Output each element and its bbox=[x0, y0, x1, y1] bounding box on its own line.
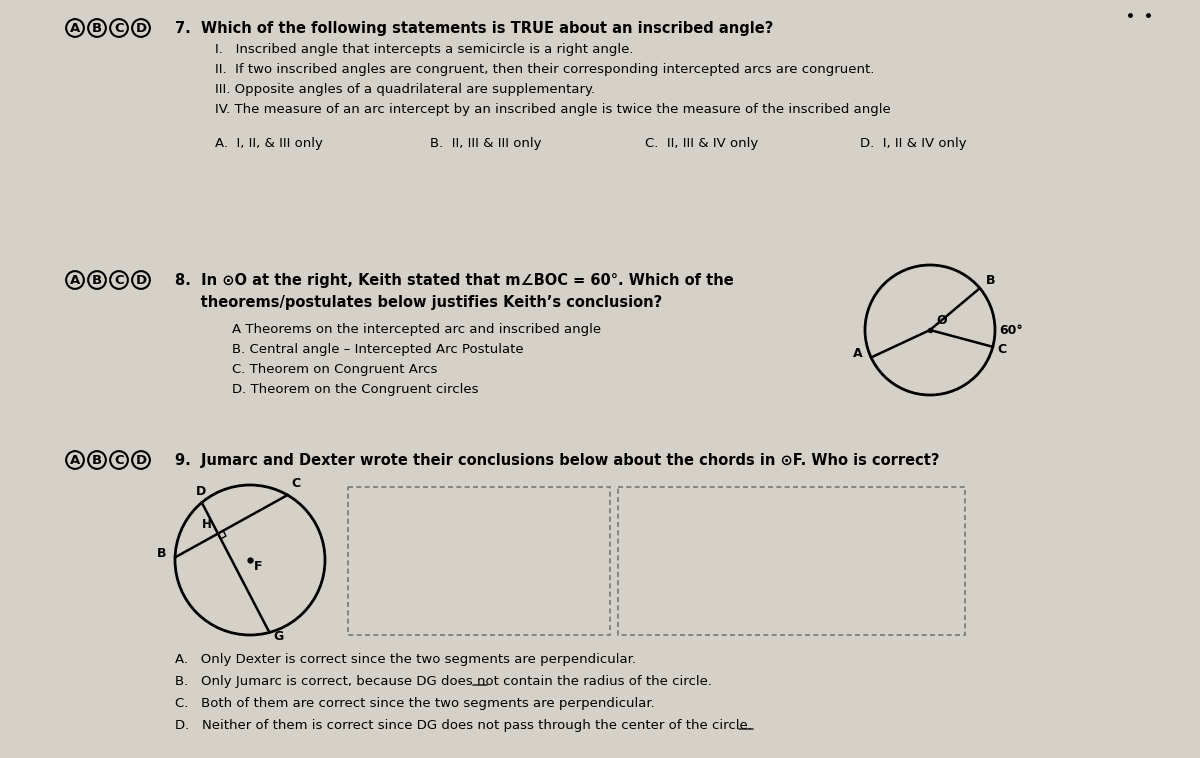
Text: G: G bbox=[274, 631, 283, 644]
Text: C: C bbox=[997, 343, 1007, 356]
Text: D: D bbox=[136, 274, 146, 287]
Text: II.  If two inscribed angles are congruent, then their corresponding intercepted: II. If two inscribed angles are congruen… bbox=[215, 64, 875, 77]
FancyBboxPatch shape bbox=[618, 487, 965, 635]
Text: B.  II, III & III only: B. II, III & III only bbox=[430, 136, 541, 149]
Text: B. Central angle – Intercepted Arc Postulate: B. Central angle – Intercepted Arc Postu… bbox=[215, 343, 523, 356]
Text: B: B bbox=[92, 21, 102, 35]
Text: D: D bbox=[136, 453, 146, 466]
Text: A.  I, II, & III only: A. I, II, & III only bbox=[215, 136, 323, 149]
Text: D. Theorem on the Congruent circles: D. Theorem on the Congruent circles bbox=[215, 384, 479, 396]
Text: D: D bbox=[136, 21, 146, 35]
Text: C.   Both of them are correct since the two segments are perpendicular.: C. Both of them are correct since the tw… bbox=[175, 697, 655, 710]
Text: A: A bbox=[853, 347, 863, 361]
Text: Jumarc: Jumarc bbox=[762, 497, 821, 512]
Text: 7.  Which of the following statements is TRUE about an inscribed angle?: 7. Which of the following statements is … bbox=[175, 20, 773, 36]
Text: A Theorems on the intercepted arc and inscribed angle: A Theorems on the intercepted arc and in… bbox=[215, 324, 601, 337]
Text: A.   Only Dexter is correct since the two segments are perpendicular.: A. Only Dexter is correct since the two … bbox=[175, 653, 636, 666]
Text: C: C bbox=[114, 453, 124, 466]
Text: Dexter: Dexter bbox=[450, 497, 508, 512]
Text: C: C bbox=[114, 21, 124, 35]
Text: C. Theorem on Congruent Arcs: C. Theorem on Congruent Arcs bbox=[215, 364, 437, 377]
Text: IV. The measure of an arc intercept by an inscribed angle is twice the measure o: IV. The measure of an arc intercept by a… bbox=[215, 104, 890, 117]
Text: B: B bbox=[985, 274, 995, 287]
Text: B: B bbox=[92, 453, 102, 466]
Text: BC since it is not a diameter.: BC since it is not a diameter. bbox=[696, 560, 887, 574]
Text: D: D bbox=[196, 484, 206, 497]
Text: H: H bbox=[202, 518, 212, 531]
Text: I.   Inscribed angle that intercepts a semicircle is a right angle.: I. Inscribed angle that intercepts a sem… bbox=[215, 43, 634, 57]
Text: A: A bbox=[70, 21, 80, 35]
Text: DG ⊥ BC, but DG does not bisect: DG ⊥ BC, but DG does not bisect bbox=[682, 535, 901, 549]
Text: Because DG ⊥ BC, ∠BHD ≅: Because DG ⊥ BC, ∠BHD ≅ bbox=[386, 535, 571, 549]
Text: 60°: 60° bbox=[998, 324, 1022, 337]
Text: ∠BHG ≅ ∠CHD ≅ ∠CHG and: ∠BHG ≅ ∠CHD ≅ ∠CHG and bbox=[383, 560, 575, 574]
Text: D.  I, II & IV only: D. I, II & IV only bbox=[860, 136, 967, 149]
Text: B.   Only Jumarc is correct, because DG does not contain the radius of the circl: B. Only Jumarc is correct, because DG do… bbox=[175, 675, 712, 688]
Text: 9.  Jumarc and Dexter wrote their conclusions below about the chords in ⊙F. Who : 9. Jumarc and Dexter wrote their conclus… bbox=[175, 453, 940, 468]
Text: 8.  In ⊙O at the right, Keith stated that m∠BOC = 60°. Which of the: 8. In ⊙O at the right, Keith stated that… bbox=[175, 272, 733, 287]
Text: theorems/postulates below justifies Keith’s conclusion?: theorems/postulates below justifies Keit… bbox=[175, 295, 662, 309]
Text: B: B bbox=[157, 547, 167, 560]
Text: C.  II, III & IV only: C. II, III & IV only bbox=[646, 136, 758, 149]
Text: III. Opposite angles of a quadrilateral are supplementary.: III. Opposite angles of a quadrilateral … bbox=[215, 83, 595, 96]
Text: A: A bbox=[70, 453, 80, 466]
Text: A: A bbox=[70, 274, 80, 287]
Text: C: C bbox=[292, 477, 301, 490]
Text: F: F bbox=[254, 560, 263, 573]
Text: O: O bbox=[936, 314, 947, 327]
Text: C: C bbox=[114, 274, 124, 287]
Text: D.   Neither of them is correct since DG does not pass through the center of the: D. Neither of them is correct since DG d… bbox=[175, 719, 752, 732]
FancyBboxPatch shape bbox=[348, 487, 610, 635]
Text: DG bisects BC,: DG bisects BC, bbox=[430, 585, 528, 599]
Text: B: B bbox=[92, 274, 102, 287]
